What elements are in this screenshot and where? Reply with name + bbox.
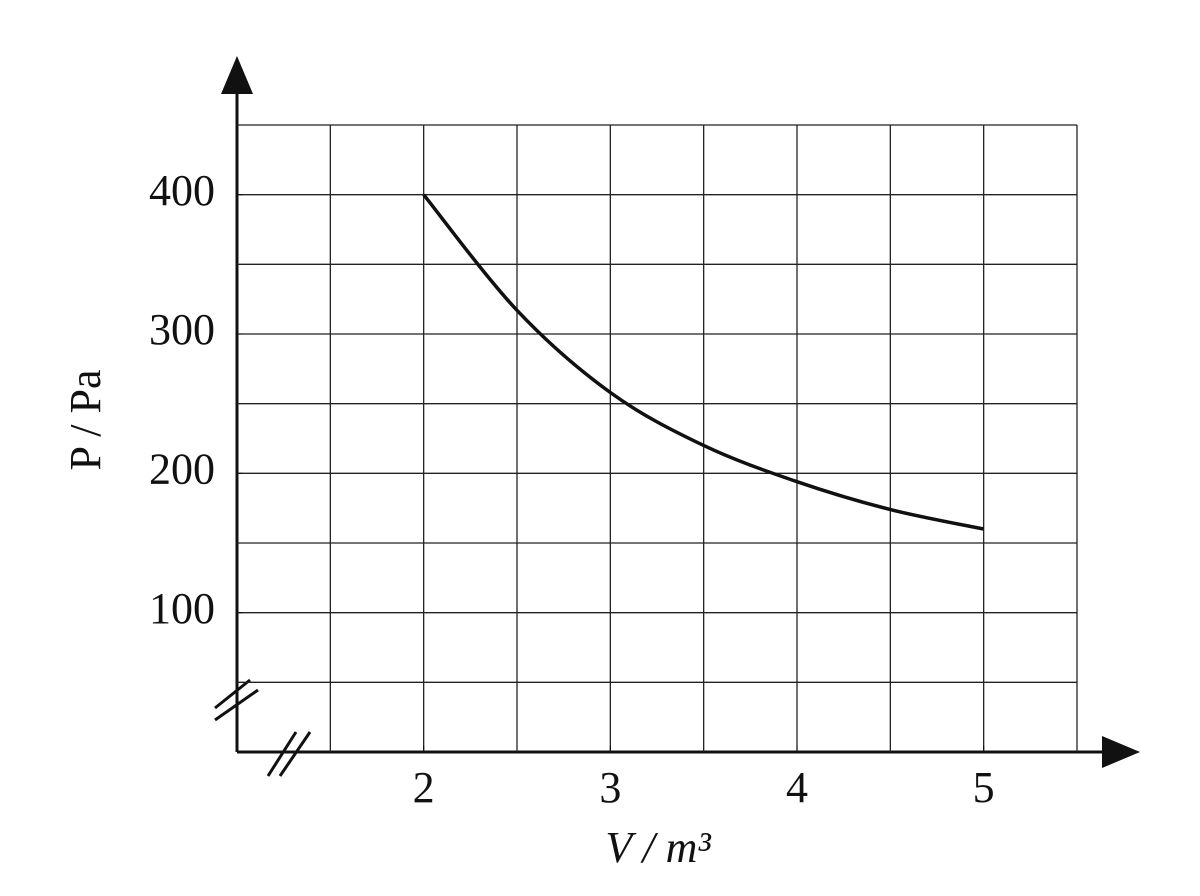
x-tick-label: 3 [599,763,621,812]
y-tick-label: 300 [149,305,215,354]
x-tick-label: 5 [973,763,995,812]
axis-breaks [214,678,312,777]
y-tick-label: 400 [149,166,215,215]
y-tick-label: 200 [149,444,215,493]
x-axis-arrow [1102,736,1140,768]
x-axis-label: V / m³ [605,823,711,872]
y-tick-label: 100 [149,584,215,633]
curve [422,193,985,531]
y-axis-arrow [221,56,253,94]
x-tick-label: 2 [413,763,435,812]
x-tick-label: 4 [786,763,808,812]
y-axis-label: P / Pa [61,369,110,470]
